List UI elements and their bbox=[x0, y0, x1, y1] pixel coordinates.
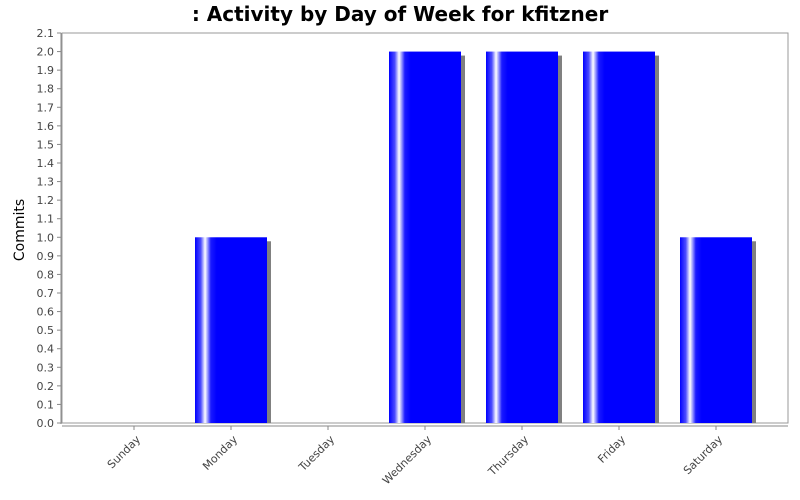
x-tick-label-friday: Friday bbox=[595, 433, 628, 466]
y-tick-label: 1.0 bbox=[37, 231, 55, 244]
y-tick-label: 0.6 bbox=[37, 306, 55, 319]
y-tick-label: 1.7 bbox=[37, 101, 55, 114]
y-axis-label: Commits bbox=[12, 199, 28, 261]
y-tick-label: 1.2 bbox=[37, 194, 55, 207]
bar-friday bbox=[583, 51, 655, 423]
x-tick-label-saturday: Saturday bbox=[681, 433, 726, 478]
bars bbox=[195, 51, 752, 423]
x-tick-label-thursday: Thursday bbox=[485, 433, 531, 479]
bar-wednesday bbox=[389, 51, 461, 423]
x-tick-label-sunday: Sunday bbox=[105, 433, 144, 472]
y-tick-label: 0.1 bbox=[37, 398, 55, 411]
y-axis-ticks: 0.0 0.1 0.2 0.3 0.4 0.5 0.6 0.7 0.8 0.9 1.0 1.1 1.2 1… bbox=[37, 27, 61, 430]
y-tick-label: 0.4 bbox=[37, 343, 55, 356]
chart-title: : Activity by Day of Week for kfitzner bbox=[192, 2, 609, 26]
y-tick-label: 1.6 bbox=[37, 120, 55, 133]
y-tick-label: 1.5 bbox=[37, 138, 55, 151]
y-tick-label: 2.1 bbox=[37, 27, 55, 40]
y-tick-label: 0.3 bbox=[37, 361, 55, 374]
x-tick-label-monday: Monday bbox=[200, 433, 240, 473]
y-tick-label: 0.0 bbox=[37, 417, 55, 430]
y-tick-label: 0.8 bbox=[37, 268, 55, 281]
y-tick-label: 1.8 bbox=[37, 83, 55, 96]
y-tick-label: 1.4 bbox=[37, 157, 55, 170]
x-axis-ticks: Sunday Monday Tuesday Wednesday Thursday Frid… bbox=[105, 426, 726, 488]
y-tick-label: 0.5 bbox=[37, 324, 55, 337]
bar-monday bbox=[195, 237, 267, 423]
x-tick-label-wednesday: Wednesday bbox=[380, 433, 435, 488]
y-tick-label: 1.1 bbox=[37, 213, 55, 226]
y-tick-label: 0.9 bbox=[37, 250, 55, 263]
bar-thursday bbox=[486, 51, 558, 423]
bar-saturday bbox=[680, 237, 752, 423]
x-tick-label-tuesday: Tuesday bbox=[296, 433, 338, 475]
y-tick-label: 1.3 bbox=[37, 176, 55, 189]
y-tick-label: 2.0 bbox=[37, 46, 55, 59]
y-tick-label: 0.2 bbox=[37, 380, 55, 393]
y-tick-label: 0.7 bbox=[37, 287, 55, 300]
y-tick-label: 1.9 bbox=[37, 64, 55, 77]
